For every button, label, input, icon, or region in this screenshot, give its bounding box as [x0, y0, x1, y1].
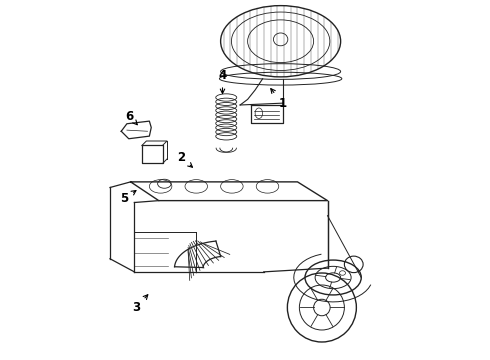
- Text: 6: 6: [125, 110, 137, 125]
- Text: 3: 3: [132, 295, 148, 314]
- Text: 4: 4: [219, 69, 226, 94]
- Text: 1: 1: [271, 89, 287, 110]
- Text: 2: 2: [177, 151, 193, 167]
- Text: 5: 5: [120, 190, 136, 205]
